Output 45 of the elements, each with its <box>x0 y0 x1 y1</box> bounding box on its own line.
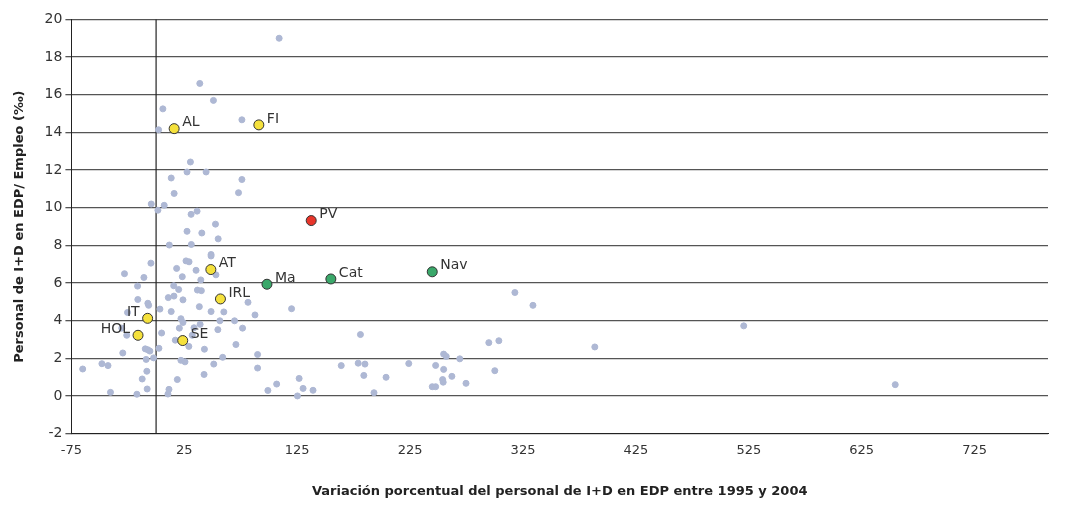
y-tick-label: 12 <box>44 160 63 177</box>
annotation: FI <box>266 109 280 126</box>
annotation: IT <box>126 302 141 319</box>
point <box>325 273 337 285</box>
point <box>177 335 189 347</box>
x-tick-label: 725 <box>962 441 988 457</box>
y-tick-label: 8 <box>53 236 63 253</box>
point <box>132 329 144 341</box>
point <box>142 312 154 324</box>
point <box>205 264 217 276</box>
x-tick-label: 125 <box>284 441 310 457</box>
point <box>261 278 273 290</box>
annotation: SE <box>190 325 209 342</box>
y-tick-label: 2 <box>53 349 63 366</box>
x-tick-label: 625 <box>849 441 875 457</box>
annotation: Nav <box>440 256 468 273</box>
x-tick-label: 525 <box>736 441 762 457</box>
annotation: HOL <box>100 319 131 336</box>
point <box>214 293 226 305</box>
annotation: AL <box>182 113 200 130</box>
y-tick-label: 6 <box>53 273 63 290</box>
annotation: Ma <box>274 268 296 285</box>
x-tick-label: 25 <box>176 441 193 457</box>
y-tick-label: 0 <box>53 386 63 403</box>
x-tick-label: 425 <box>623 441 649 457</box>
y-tick-label: 10 <box>44 198 63 215</box>
annotation: IRL <box>228 283 251 300</box>
point <box>253 119 265 131</box>
annotation: Cat <box>338 263 364 280</box>
point <box>168 123 180 135</box>
annotation: PV <box>319 205 338 222</box>
y-tick-label: 20 <box>44 10 63 27</box>
y-tick-label: -2 <box>48 424 63 441</box>
y-axis-title: Personal de I+D en EDP/ Empleo (‰) <box>11 90 27 363</box>
point <box>305 215 317 227</box>
annotation: AT <box>218 254 237 271</box>
x-axis-title: Variación porcentual del personal de I+D en EDP entre 1995 y 2004 <box>311 482 808 498</box>
y-tick-label: 18 <box>44 47 63 64</box>
y-tick-label: 16 <box>44 85 63 102</box>
y-tick-label: 4 <box>53 311 63 328</box>
point <box>426 266 438 278</box>
y-tick-label: 14 <box>44 123 63 140</box>
x-tick-label: 225 <box>397 441 423 457</box>
x-tick-label: 325 <box>510 441 536 457</box>
x-tick-label: -75 <box>60 441 83 457</box>
